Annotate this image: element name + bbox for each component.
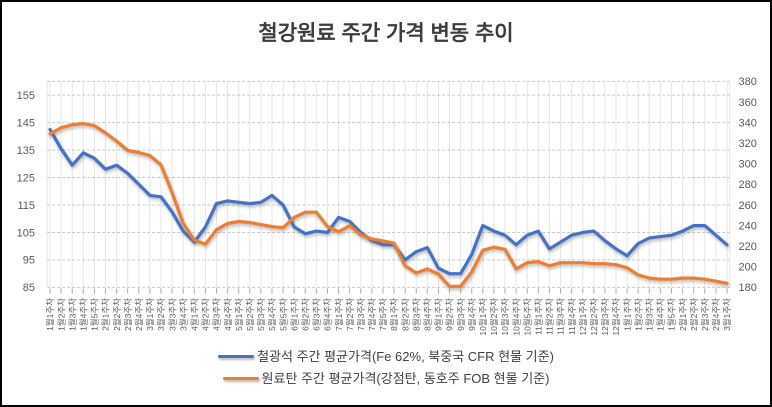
right-axis-tick-label: 200 — [739, 262, 757, 274]
right-axis-tick-label: 380 — [739, 76, 757, 88]
x-axis-week-label: 3월1주차 — [722, 298, 732, 331]
iron-ore-line-swatch — [218, 354, 255, 359]
left-axis-tick-label: 85 — [23, 282, 35, 294]
x-axis-week-label: 7월1주차 — [334, 298, 344, 331]
x-axis-week-label: 3월3주차 — [167, 298, 177, 331]
x-axis-week-label: 3월2주차 — [156, 298, 166, 331]
line-chart: 155 145 135 125 115 105 95 85 380 360 340 320 300 280… — [17, 76, 757, 336]
x-axis-week-label: 5월5주차 — [278, 298, 288, 331]
right-axis-tick-label: 340 — [739, 117, 757, 129]
x-axis-week-label: 8월3주차 — [411, 298, 421, 331]
x-axis-week-label: 8월2주차 — [400, 298, 410, 331]
legend-label-iron-ore: 철광석 주간 평균가격(Fe 62%, 북중국 CFR 현물 기준) — [257, 349, 554, 364]
x-axis-week-label: 8월4주차 — [423, 298, 433, 331]
x-axis-week-label: 3월1주차 — [145, 298, 155, 331]
right-axis-tick-label: 260 — [739, 200, 757, 212]
x-axis-week-label: 5월1주차 — [234, 298, 244, 331]
x-axis-week-label: 1월4주차 — [78, 298, 88, 331]
x-axis-week-label: 1월5주차 — [90, 298, 100, 331]
right-axis-tick-label: 320 — [739, 138, 757, 150]
left-axis-tick-label: 135 — [17, 145, 35, 157]
chart-title: 철강원료 주간 가격 변동 추이 — [258, 22, 514, 45]
x-axis-week-label: 6월3주차 — [312, 298, 322, 331]
x-axis-week-label: 1월2주차 — [56, 298, 66, 331]
right-axis-tick-label: 280 — [739, 179, 757, 191]
right-axis-tick-label: 240 — [739, 220, 757, 232]
x-axis-week-label: 2월1주차 — [101, 298, 111, 331]
x-axis-week-label: 12월4주차 — [611, 298, 621, 336]
x-axis-week-label: 7월2주차 — [345, 298, 355, 331]
right-axis-tick-label: 180 — [739, 282, 757, 294]
x-axis-week-label: 11월4주차 — [567, 298, 577, 335]
right-axis-tick-label: 300 — [739, 159, 757, 171]
x-axis-week-label: 12월2주차 — [589, 298, 599, 336]
x-axis-week-label: 4월3주차 — [212, 298, 222, 331]
x-axis-week-label: 11월3주차 — [556, 298, 566, 335]
x-axis-week-label: 11월1주차 — [534, 298, 544, 335]
x-axis-week-label: 10월1주차 — [478, 298, 488, 336]
x-axis-week-label: 2월3주차 — [123, 298, 133, 331]
right-axis-tick-label: 220 — [739, 241, 757, 253]
x-axis-week-label: 4월4주차 — [223, 298, 233, 331]
x-axis-week-label: 1월5주차 — [667, 298, 677, 331]
x-axis-week-label: 9월2주차 — [445, 298, 455, 331]
x-axis-week-label: 2월3주차 — [700, 298, 710, 331]
x-axis-week-label: 2월4주차 — [134, 298, 144, 331]
x-axis-week-label: 10월5주차 — [522, 298, 532, 336]
x-axis-week-label: 12월3주차 — [600, 298, 610, 336]
x-axis-week-label: 3월4주차 — [178, 298, 188, 331]
x-axis-week-label: 6월2주차 — [300, 298, 310, 331]
x-axis-week-label: 1월1주차 — [45, 298, 55, 331]
left-axis-tick-label: 115 — [17, 200, 35, 212]
x-axis-week-label: 12월1주차 — [578, 298, 588, 336]
x-axis-week-label: 2월4주차 — [711, 298, 721, 331]
left-axis-tick-label: 125 — [17, 172, 35, 184]
x-axis-week-label: 9월1주차 — [434, 298, 444, 331]
x-axis-week-label: 8월1주차 — [389, 298, 399, 331]
x-axis-week-label: 9월3주차 — [456, 298, 466, 331]
x-axis-week-label: 10월2주차 — [489, 298, 499, 336]
x-axis-week-label: 2월2주차 — [112, 298, 122, 331]
series-line-coking-coal — [48, 121, 729, 288]
x-axis-week-label: 4월1주차 — [189, 298, 199, 331]
x-axis-week-label: 6월4주차 — [323, 298, 333, 331]
x-axis-week-label: 2월1주차 — [678, 298, 688, 331]
x-axis-week-label: 1월3주차 — [645, 298, 655, 331]
x-axis-week-label: 1월3주차 — [67, 298, 77, 331]
legend-label-coking-coal: 원료탄 주간 평균가격(강점탄, 동호주 FOB 현물 기준) — [261, 371, 550, 386]
x-axis-week-label: 2월2주차 — [689, 298, 699, 331]
x-axis-week-label: 5월4주차 — [267, 298, 277, 331]
x-axis-week-label: 5월2주차 — [245, 298, 255, 331]
right-axis-tick-label: 360 — [739, 97, 757, 109]
x-axis-week-label: 7월4주차 — [367, 298, 377, 331]
left-axis-tick-label: 95 — [23, 255, 35, 267]
x-axis-week-label: 6월1주차 — [289, 298, 299, 331]
left-axis-tick-label: 155 — [17, 90, 35, 102]
x-axis-week-label: 7월5주차 — [378, 298, 388, 331]
legend-item-coking-coal: 원료탄 주간 평균가격(강점탄, 동호주 FOB 현물 기준) — [222, 371, 550, 386]
legend-item-iron-ore: 철광석 주간 평균가격(Fe 62%, 북중국 CFR 현물 기준) — [218, 349, 554, 364]
x-axis-week-label: 1월4주차 — [656, 298, 666, 331]
x-axis-week-label: 5월3주차 — [256, 298, 266, 331]
x-axis-week-label: 1월2주차 — [633, 298, 643, 331]
coking-coal-line-swatch — [222, 376, 259, 381]
series-line-iron-ore — [48, 127, 729, 276]
x-axis-week-label: 10월3주차 — [500, 298, 510, 336]
x-axis-week-label: 7월3주차 — [356, 298, 366, 331]
legend: 철광석 주간 평균가격(Fe 62%, 북중국 CFR 현물 기준) 원료탄 주… — [2, 349, 770, 386]
x-axis-week-label: 11월2주차 — [545, 298, 555, 335]
x-axis-week-label: 9월4주차 — [467, 298, 477, 331]
x-axis-week-label: 1월1주차 — [622, 298, 632, 331]
x-axis-week-label: 4월2주차 — [201, 298, 211, 331]
left-axis-tick-label: 145 — [17, 117, 35, 129]
x-axis-week-label: 10월4주차 — [511, 298, 521, 336]
left-axis-tick-label: 105 — [17, 227, 35, 239]
